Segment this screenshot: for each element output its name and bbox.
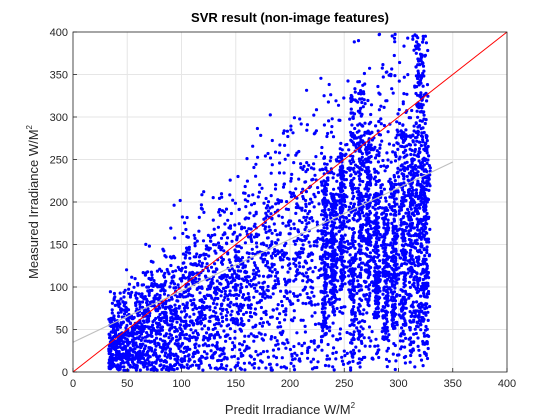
fit-line bbox=[72, 161, 453, 343]
y-axis-label: Measured Irradiance W/M2 bbox=[25, 124, 41, 279]
y-tick-label: 250 bbox=[50, 155, 68, 167]
y-tick-label: 50 bbox=[56, 325, 68, 337]
x-tick-label: 0 bbox=[70, 378, 76, 390]
y-tick-label: 300 bbox=[50, 112, 68, 124]
scatter-points bbox=[107, 32, 432, 372]
y-axis-label-text: Measured Irradiance W/M bbox=[26, 129, 41, 279]
x-tick-label: 150 bbox=[227, 378, 245, 390]
y-tick-label: 100 bbox=[50, 282, 68, 294]
y-tick-label: 350 bbox=[50, 70, 68, 82]
y-tick-label: 150 bbox=[50, 240, 68, 252]
x-tick-label: 250 bbox=[335, 378, 353, 390]
x-axis-label: Predit Irradiance W/M2 bbox=[225, 401, 356, 417]
y-tick-label: 200 bbox=[50, 197, 68, 209]
y-tick-label: 400 bbox=[50, 27, 68, 39]
data-points bbox=[107, 32, 432, 372]
identity-line bbox=[72, 31, 508, 373]
x-axis-label-superscript: 2 bbox=[351, 401, 356, 410]
x-tick-label: 100 bbox=[172, 378, 190, 390]
x-tick-label: 200 bbox=[281, 378, 299, 390]
x-axis-label-text: Predit Irradiance W/M bbox=[225, 402, 351, 417]
x-tick-label: 400 bbox=[498, 378, 516, 390]
y-axis-label-superscript: 2 bbox=[25, 124, 34, 129]
y-tick-label: 0 bbox=[62, 367, 68, 379]
x-tick-labels: 0 50 100 150 200 250 300 350 400 bbox=[70, 368, 516, 390]
x-tick-label: 300 bbox=[389, 378, 407, 390]
x-tick-label: 50 bbox=[121, 378, 133, 390]
y-tick-labels: 0 50 100 150 200 250 300 350 400 bbox=[50, 27, 77, 379]
chart-title: SVR result (non-image features) bbox=[191, 10, 389, 25]
x-tick-label: 350 bbox=[444, 378, 462, 390]
reference-lines bbox=[72, 31, 508, 373]
